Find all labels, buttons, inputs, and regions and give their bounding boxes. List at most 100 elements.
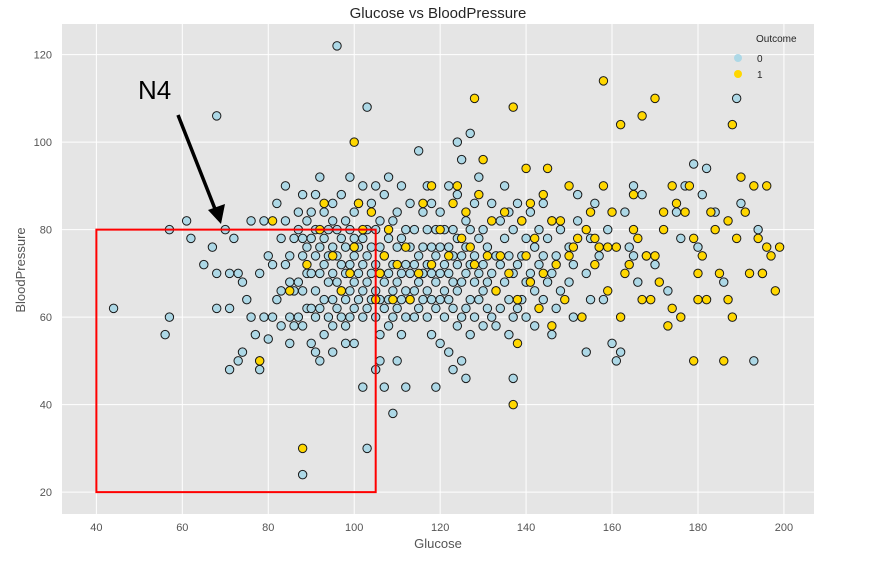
data-point-outcome-0 [336, 233, 347, 244]
data-point-outcome-1 [426, 181, 437, 191]
data-point-outcome-0 [358, 233, 368, 244]
data-point-outcome-1 [723, 216, 733, 226]
data-point-outcome-1 [620, 268, 630, 279]
data-point-outcome-0 [448, 364, 458, 375]
data-point-outcome-0 [285, 338, 295, 349]
data-point-outcome-0 [456, 356, 467, 366]
data-point-outcome-1 [349, 242, 359, 252]
data-point-outcome-0 [306, 268, 316, 279]
data-point-outcome-0 [469, 198, 480, 209]
data-point-outcome-0 [461, 373, 471, 384]
data-point-outcome-0 [736, 198, 746, 209]
data-point-outcome-0 [207, 242, 218, 252]
data-point-outcome-0 [676, 233, 686, 244]
data-point-outcome-0 [233, 268, 243, 279]
data-point-outcome-1 [646, 294, 656, 305]
data-point-outcome-1 [688, 356, 699, 366]
data-point-outcome-0 [379, 189, 389, 200]
data-point-outcome-0 [353, 294, 364, 305]
data-point-outcome-1 [448, 198, 458, 209]
data-point-outcome-0 [315, 356, 325, 366]
data-point-outcome-0 [345, 172, 355, 182]
data-point-outcome-1 [688, 233, 699, 244]
data-point-outcome-0 [383, 321, 394, 331]
data-point-outcome-0 [598, 294, 609, 305]
data-point-outcome-0 [474, 172, 484, 182]
data-point-outcome-0 [297, 251, 308, 261]
data-point-outcome-0 [340, 216, 351, 226]
data-point-outcome-0 [568, 259, 579, 270]
data-point-outcome-0 [358, 259, 368, 270]
data-point-outcome-0 [422, 224, 432, 235]
data-point-outcome-0 [160, 329, 170, 340]
data-point-outcome-1 [461, 207, 471, 217]
data-point-outcome-0 [547, 329, 557, 340]
data-point-outcome-1 [615, 119, 626, 130]
data-point-outcome-1 [456, 233, 467, 244]
data-point-outcome-0 [345, 259, 355, 270]
data-point-outcome-0 [413, 277, 424, 287]
data-point-outcome-0 [392, 277, 402, 287]
data-points [108, 41, 785, 480]
data-point-outcome-0 [615, 347, 626, 357]
data-point-outcome-0 [568, 312, 579, 322]
data-point-outcome-0 [336, 312, 347, 322]
data-point-outcome-1 [521, 163, 531, 174]
data-point-outcome-0 [474, 268, 484, 279]
data-point-outcome-0 [611, 356, 622, 366]
data-point-outcome-1 [762, 242, 772, 252]
data-point-outcome-1 [413, 268, 424, 279]
data-point-outcome-0 [581, 347, 591, 357]
data-point-outcome-0 [693, 242, 703, 252]
data-point-outcome-1 [538, 189, 548, 200]
data-point-outcome-0 [388, 286, 398, 296]
data-point-outcome-1 [405, 294, 415, 305]
data-point-outcome-0 [444, 242, 454, 252]
data-point-outcome-0 [572, 216, 583, 226]
data-point-outcome-0 [315, 268, 325, 279]
data-point-outcome-0 [375, 216, 385, 226]
data-point-outcome-0 [319, 329, 329, 340]
data-point-outcome-0 [461, 303, 471, 314]
data-point-outcome-0 [444, 347, 454, 357]
data-point-outcome-0 [383, 268, 394, 279]
data-point-outcome-1 [624, 259, 634, 270]
data-point-outcome-1 [349, 137, 359, 147]
data-point-outcome-0 [396, 294, 407, 305]
data-point-outcome-1 [731, 233, 742, 244]
data-point-outcome-0 [431, 382, 441, 392]
annotation-region-box [95, 228, 377, 494]
data-point-outcome-1 [568, 242, 579, 252]
data-point-outcome-1 [710, 224, 720, 235]
data-point-outcome-0 [542, 233, 553, 244]
y-tick-label: 120 [34, 50, 52, 62]
data-point-outcome-0 [370, 181, 381, 191]
data-point-outcome-0 [310, 312, 321, 322]
y-tick-labels: 20 40 60 80 100 120 [34, 50, 52, 500]
data-point-outcome-0 [697, 189, 707, 200]
data-point-outcome-0 [315, 303, 325, 314]
data-point-outcome-0 [358, 286, 368, 296]
data-point-outcome-0 [366, 198, 377, 209]
data-point-outcome-0 [306, 233, 316, 244]
data-point-outcome-0 [534, 259, 544, 270]
data-point-outcome-1 [469, 259, 480, 270]
data-point-outcome-0 [474, 233, 484, 244]
data-point-outcome-0 [233, 356, 243, 366]
data-point-outcome-0 [229, 233, 239, 244]
data-point-outcome-0 [289, 321, 299, 331]
data-point-outcome-0 [259, 312, 269, 322]
data-point-outcome-0 [508, 373, 518, 384]
data-point-outcome-0 [538, 251, 548, 261]
data-point-outcome-1 [633, 233, 643, 244]
data-point-outcome-0 [538, 198, 548, 209]
data-point-outcome-0 [362, 303, 372, 314]
data-point-outcome-0 [259, 216, 269, 226]
data-point-outcome-0 [701, 163, 712, 174]
data-point-outcome-0 [637, 189, 647, 200]
data-point-outcome-0 [594, 251, 604, 261]
data-point-outcome-0 [448, 303, 458, 314]
data-point-outcome-0 [323, 312, 334, 322]
data-point-outcome-1 [680, 207, 690, 217]
data-point-outcome-0 [328, 347, 338, 357]
